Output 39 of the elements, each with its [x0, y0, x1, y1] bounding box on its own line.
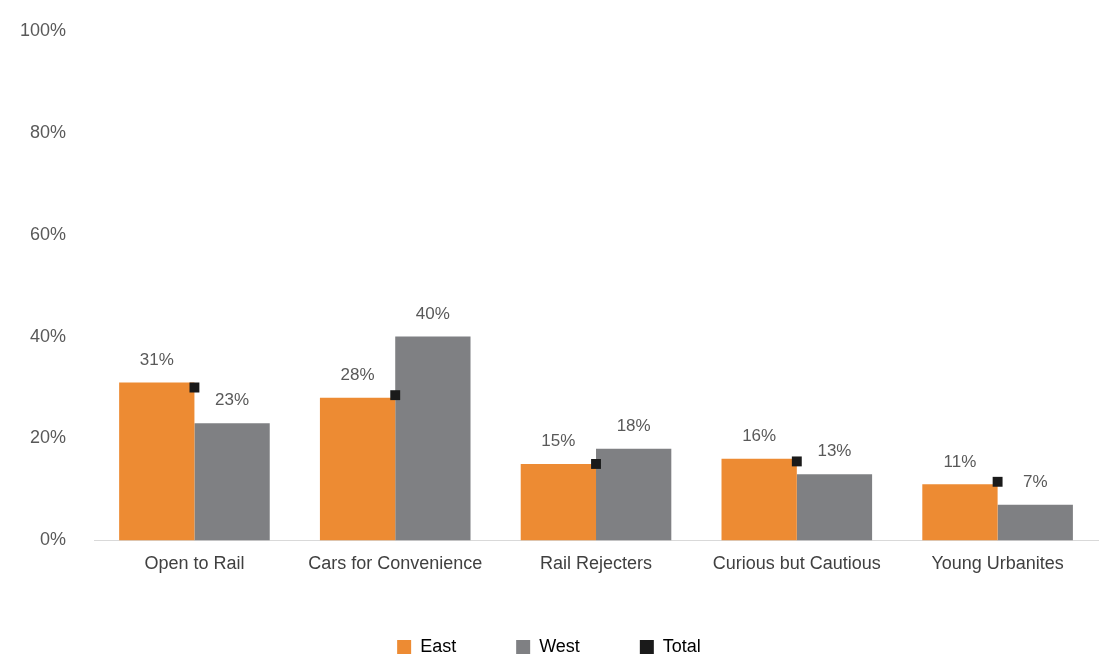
point — [791, 456, 802, 467]
bar — [319, 397, 396, 541]
legend-label: Total — [662, 635, 701, 656]
x-tick-label: Rail Rejecters — [540, 553, 653, 574]
y-tick-label: 100% — [19, 19, 67, 40]
data-label: 18% — [616, 415, 651, 435]
y-tick-label: 80% — [30, 121, 67, 142]
bar — [395, 336, 471, 541]
point — [390, 390, 401, 401]
x-tick-label: Open to Rail — [144, 553, 245, 574]
y-tick-label: 40% — [30, 325, 67, 346]
point — [189, 382, 200, 393]
data-label: 23% — [215, 390, 250, 410]
data-label: 7% — [1022, 471, 1048, 491]
data-label: 15% — [541, 431, 576, 451]
y-tick-label: 20% — [30, 427, 67, 448]
data-label: 31% — [139, 349, 174, 369]
bar — [796, 474, 873, 541]
x-tick-label: Curious but Cautious — [712, 553, 881, 574]
x-tick-label: Cars for Convenience — [308, 553, 483, 574]
data-label: 16% — [742, 426, 777, 446]
data-label: 11% — [943, 451, 977, 471]
data-label: 13% — [817, 441, 852, 461]
bar — [194, 423, 270, 541]
bar — [721, 458, 797, 541]
legend-label: West — [539, 635, 580, 656]
bar — [119, 382, 195, 541]
bar — [520, 463, 597, 541]
bar — [596, 448, 672, 541]
bar — [922, 484, 998, 541]
point — [591, 459, 601, 469]
data-label: 28% — [340, 364, 375, 384]
legend-label: East — [420, 635, 457, 656]
y-tick-label: 0% — [40, 529, 67, 550]
x-tick-label: Young Urbanites — [931, 553, 1064, 574]
bar — [997, 504, 1073, 541]
y-tick-label: 60% — [30, 223, 67, 244]
point — [992, 476, 1003, 487]
data-label: 40% — [415, 303, 450, 323]
